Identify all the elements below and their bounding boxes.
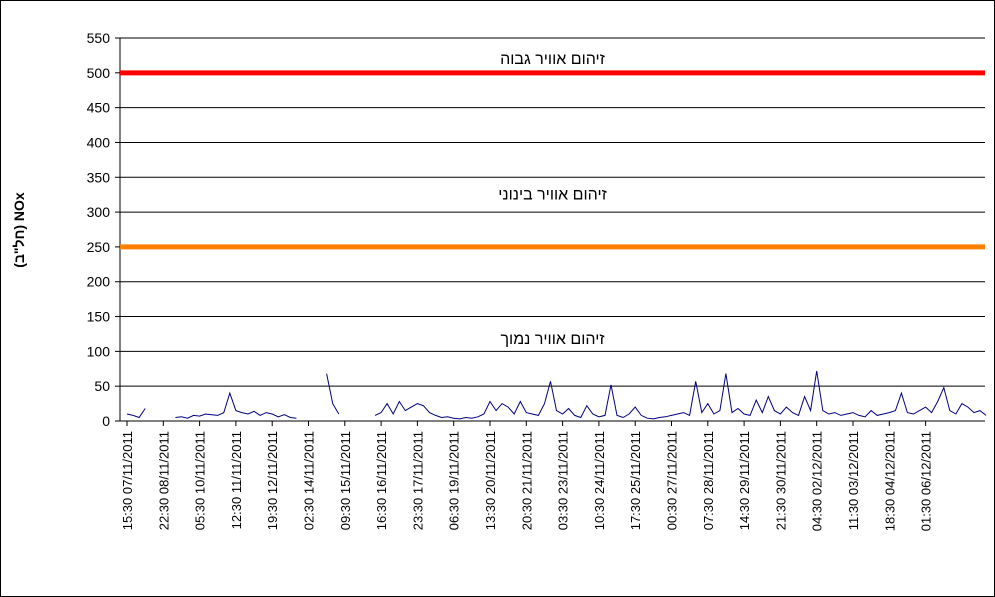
y-tick-label: 300 xyxy=(87,204,111,220)
x-tick-label: 16:30 16/11/2011 xyxy=(374,431,389,530)
x-tick-label: 06:30 19/11/2011 xyxy=(447,431,462,530)
x-tick-label: 23:30 17/11/2011 xyxy=(410,431,425,530)
y-tick-label: 0 xyxy=(102,413,110,429)
x-tick-label: 21:30 30/11/2011 xyxy=(773,431,788,530)
x-tick-label: 18:30 04/12/2011 xyxy=(882,431,897,531)
annotation: זיהום אוויר בינוני xyxy=(498,187,607,204)
x-tick-label: 02:30 14/11/2011 xyxy=(302,431,317,530)
y-tick-label: 200 xyxy=(87,274,111,290)
y-tick-label: 100 xyxy=(87,343,111,359)
y-tick-label: 400 xyxy=(87,134,111,150)
x-tick-label: 17:30 25/11/2011 xyxy=(628,431,643,530)
data-line xyxy=(126,370,987,420)
annotation: זיהום אוויר גבוה xyxy=(500,51,605,68)
x-tick-label: 11:30 03/12/2011 xyxy=(846,431,861,530)
x-tick-label: 19:30 12/11/2011 xyxy=(265,431,280,530)
x-tick-label: 09:30 15/11/2011 xyxy=(338,431,353,530)
x-tick-label: 12:30 11/11/2011 xyxy=(229,431,244,529)
x-tick-label: 15:30 07/11/2011 xyxy=(120,431,135,530)
y-tick-label: 550 xyxy=(87,30,111,46)
annotation: זיהום אוויר נמוך xyxy=(500,331,604,348)
x-tick-label: 01:30 06/12/2011 xyxy=(919,431,934,531)
x-tick-label: 05:30 10/11/2011 xyxy=(193,431,208,530)
y-tick-label: 50 xyxy=(94,378,110,394)
x-tick-label: 03:30 23/11/2011 xyxy=(556,431,571,530)
x-tick-label: 14:30 29/11/2011 xyxy=(737,431,752,530)
y-tick-label: 450 xyxy=(87,100,111,116)
y-tick-label: 250 xyxy=(87,239,111,255)
y-tick-label: 500 xyxy=(87,65,111,81)
x-tick-label: 20:30 21/11/2011 xyxy=(519,431,534,530)
y-tick-label: 150 xyxy=(87,309,111,325)
x-tick-label: 10:30 24/11/2011 xyxy=(592,431,607,530)
y-axis-label: NOx (חל"ב) xyxy=(11,192,27,268)
x-tick-label: 07:30 28/11/2011 xyxy=(701,431,716,530)
x-tick-label: 22:30 08/11/2011 xyxy=(156,431,171,530)
y-tick-label: 350 xyxy=(87,169,111,185)
x-tick-label: 04:30 02/12/2011 xyxy=(810,431,825,531)
x-tick-label: 00:30 27/11/2011 xyxy=(665,431,680,530)
x-tick-label: 13:30 20/11/2011 xyxy=(483,431,498,530)
